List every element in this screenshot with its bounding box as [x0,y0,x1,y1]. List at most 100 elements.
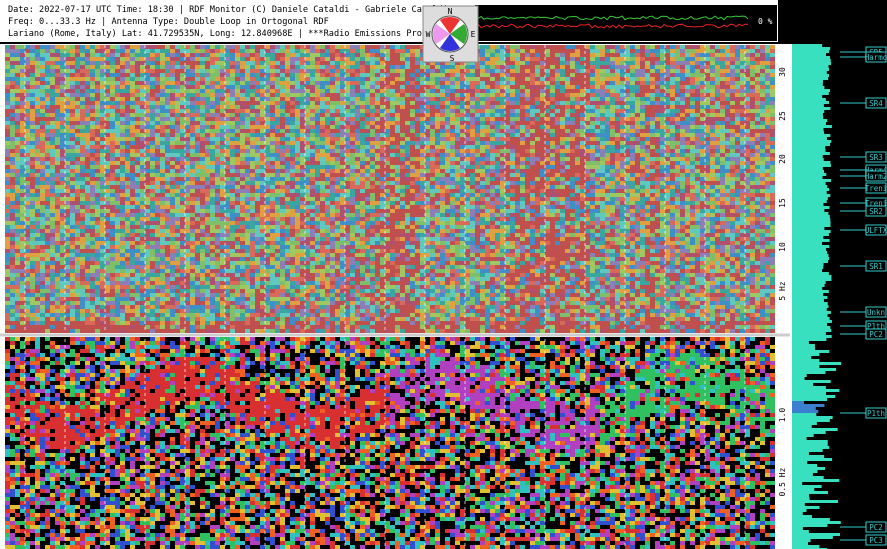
hist-bar [792,434,814,437]
hist-bar [792,254,828,257]
hist-bar [792,176,823,179]
hist-bar [792,164,831,167]
hist-bar [792,149,826,152]
hist-bar [792,269,822,272]
hist-bar [792,83,823,86]
hist-bar [792,356,811,359]
hist-bar [792,473,813,476]
y-tick-label: 15 [778,198,787,208]
hist-bar [792,95,822,98]
hist-bar [792,200,827,203]
hist-bar [792,77,828,80]
hist-bar [792,56,830,59]
hist-bar [792,224,830,227]
hist-bar [792,410,818,413]
hist-bar [792,302,828,305]
y-tick-label: 0.5 Hz [778,467,787,496]
hist-bar [792,419,830,422]
hist-bar [792,383,813,386]
hist-bar [792,533,840,536]
hist-bar [792,137,827,140]
marker-label: Harm2 [865,172,887,181]
hist-bar [792,188,829,191]
hist-bar [792,494,809,497]
hist-bar [792,362,841,365]
hist-bar [792,146,825,149]
hist-bar [792,422,817,425]
hist-bar [792,113,823,116]
compass: N E S W [423,6,478,63]
hist-bar [792,527,803,530]
hist-bar [792,206,830,209]
hist-bar [792,239,830,242]
compass-label: E [471,30,476,39]
y-tick-label: 10 [778,242,787,252]
marker-label: Harmo [865,53,887,62]
marker-label: PC2 [869,330,883,339]
compass-label: N [448,7,453,16]
marker-label: SR3 [869,153,883,162]
marker-label: SR4 [869,99,883,108]
hist-bar [792,170,824,173]
hist-bar [792,125,832,128]
hist-bar [792,347,815,350]
hist-bar [792,386,826,389]
strip-label: 0 % [758,17,773,26]
hist-bar [792,353,819,356]
hist-bar [792,311,831,314]
hist-bar [792,140,831,143]
hist-bar [792,122,826,125]
hist-bar [792,248,826,251]
hist-bar [792,497,810,500]
hist-bar [792,167,823,170]
hist-bar [792,515,812,518]
hist-bar [792,545,819,548]
hist-bar [792,215,830,218]
hist-bar [792,449,823,452]
hist-bar [792,368,836,371]
y-tick-label: 30 [778,67,787,77]
hist-bar [792,359,819,362]
hist-bar [792,452,809,455]
hist-bar [792,212,828,215]
hist-bar [792,542,808,545]
hist-bar [792,233,829,236]
hist-bar [792,50,829,53]
hist-bar [792,491,828,494]
hist-bar [792,476,824,479]
hist-bar [792,440,828,443]
hist-bar [792,458,832,461]
hist-bar [792,173,826,176]
hist-bar [792,110,824,113]
compass-label: S [450,54,455,63]
y-tick-label: 5 Hz [778,281,787,300]
hist-bar [792,152,830,155]
hist-bar [792,107,830,110]
hist-bar [792,53,826,56]
hist-bar [792,335,832,338]
hist-bar [792,464,817,467]
marker-label: PC3 [869,536,883,545]
hist-bar [792,503,805,506]
hist-bar [792,431,826,434]
hist-bar [792,374,807,377]
hist-bar [792,134,830,137]
hist-bar [792,116,823,119]
hist-bar [792,479,839,482]
hist-bar [792,299,824,302]
hist-bar [792,377,805,380]
hist-bar [792,197,828,200]
hist-bar [792,509,806,512]
hist-bar [792,524,827,527]
hist-bar [792,539,811,542]
hist-bar [792,401,804,404]
hist-bar [792,443,828,446]
hist-bar [792,221,831,224]
hist-bar [792,290,829,293]
hist-bar [792,485,822,488]
hist-bar [792,455,824,458]
hist-bar [792,128,824,131]
hist-bar [792,245,829,248]
hist-bar [792,161,830,164]
hist-bar [792,242,822,245]
